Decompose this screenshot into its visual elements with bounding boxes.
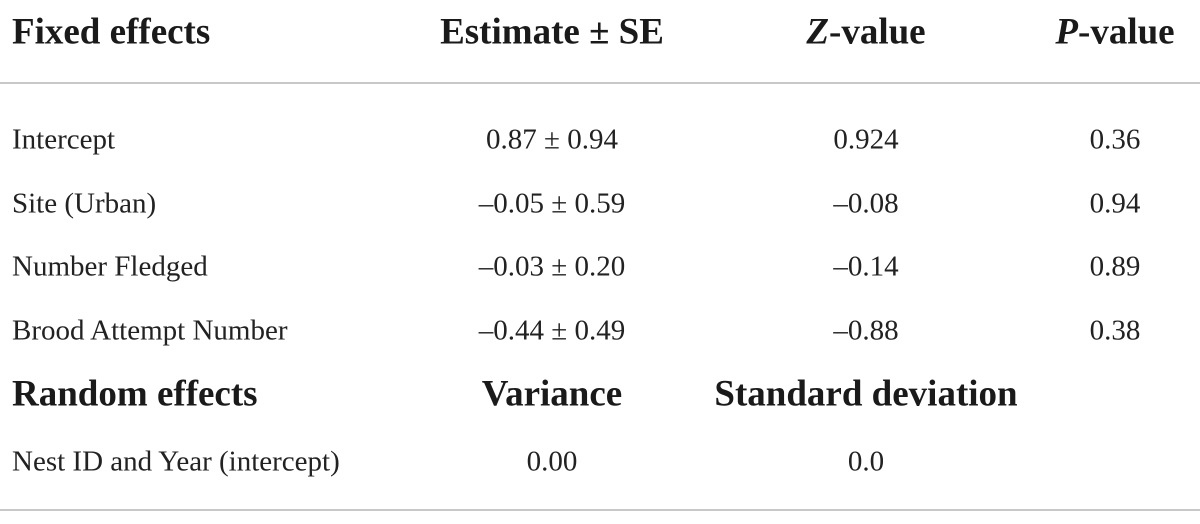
cell-value-text: 0.36	[1089, 123, 1141, 156]
column-header-text: Estimate ± SE	[440, 11, 664, 53]
row-label: Brood Attempt Number	[12, 316, 287, 345]
cell-value: 0.89	[1089, 250, 1141, 283]
row-label-text: Intercept	[12, 123, 116, 156]
row-label: Number Fledged	[12, 250, 208, 283]
section-header: Standard deviation	[714, 376, 1017, 413]
cell-value-text: 0.924	[833, 123, 899, 156]
cell-value: 0.924	[833, 123, 899, 156]
row-label: Site (Urban)	[12, 189, 156, 218]
cell-value-text: –0.03 ± 0.20	[478, 250, 626, 283]
column-header: Fixed effects	[12, 14, 210, 51]
column-header-text: P-value	[1055, 11, 1175, 53]
section-header: Variance	[482, 376, 622, 413]
row-label-text: Site (Urban)	[12, 187, 157, 219]
column-header: P-value	[1055, 14, 1174, 51]
cell-value: 0.87 ± 0.94	[486, 123, 618, 156]
cell-value: –0.08	[833, 189, 898, 218]
cell-value: 0.38	[1090, 316, 1141, 345]
row-label-text: Number Fledged	[12, 250, 208, 283]
cell-value: –0.44 ± 0.49	[479, 316, 625, 345]
row-label: Nest ID and Year (intercept)	[12, 445, 340, 478]
row-label-text: Brood Attempt Number	[12, 314, 288, 346]
cell-value-text: 0.38	[1089, 314, 1141, 346]
cell-value-text: 0.0	[847, 445, 885, 478]
column-header-text: Z-value	[806, 11, 926, 53]
cell-value: 0.00	[526, 445, 578, 478]
row-label: Intercept	[12, 123, 116, 156]
cell-value: –0.05 ± 0.59	[479, 189, 625, 218]
bottom-rule	[0, 509, 1200, 511]
cell-value-text: 0.00	[526, 445, 578, 478]
cell-value-text: 0.94	[1089, 187, 1141, 219]
cell-value-text: –0.08	[833, 187, 899, 219]
cell-value: 0.36	[1089, 123, 1141, 156]
cell-value-text: 0.89	[1089, 250, 1141, 283]
cell-value-text: –0.05 ± 0.59	[478, 187, 626, 219]
cell-value-text: –0.88	[833, 314, 899, 346]
cell-value: –0.03 ± 0.20	[478, 250, 626, 283]
cell-value-text: 0.87 ± 0.94	[486, 123, 618, 156]
column-header-text: Fixed effects	[12, 11, 211, 53]
cell-value: –0.88	[833, 316, 898, 345]
cell-value-text: –0.44 ± 0.49	[478, 314, 626, 346]
section-header: Random effects	[12, 376, 258, 413]
cell-value-text: –0.14	[833, 250, 899, 283]
cell-value: 0.94	[1090, 189, 1141, 218]
cell-value: –0.14	[833, 250, 899, 283]
section-header-text: Variance	[481, 373, 623, 415]
column-header: Z-value	[806, 14, 925, 51]
header-rule	[0, 82, 1200, 84]
section-header-text: Standard deviation	[714, 373, 1018, 415]
section-header-text: Random effects	[12, 373, 258, 415]
column-header: Estimate ± SE	[440, 14, 664, 51]
row-label-text: Nest ID and Year (intercept)	[12, 445, 340, 478]
cell-value: 0.0	[847, 445, 885, 478]
